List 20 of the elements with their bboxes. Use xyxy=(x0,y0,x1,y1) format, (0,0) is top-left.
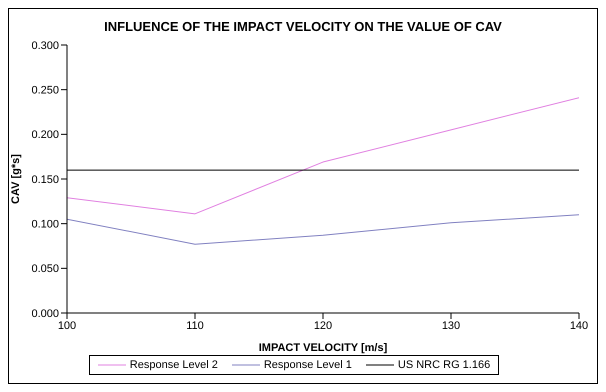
legend-label: Response Level 1 xyxy=(264,359,352,371)
x-tick-label: 100 xyxy=(58,320,76,332)
y-tick-label: 0.100 xyxy=(31,218,59,231)
y-tick-label: 0.050 xyxy=(31,263,59,276)
x-axis-title: IMPACT VELOCITY [m/s] xyxy=(258,342,388,354)
chart-title: INFLUENCE OF THE IMPACT VELOCITY ON THE VALUE OF CAV xyxy=(103,18,503,36)
x-tick-label: 140 xyxy=(570,320,588,332)
x-tick-label: 110 xyxy=(186,320,204,332)
y-tick-label: 0.200 xyxy=(31,129,59,142)
line-series xyxy=(67,97,579,214)
y-tick-label: 0.250 xyxy=(31,84,59,97)
line-series xyxy=(67,214,579,245)
y-tick-label: 0.300 xyxy=(31,40,59,52)
y-axis-title: CAV [g*s] xyxy=(10,154,22,204)
x-tick-label: 120 xyxy=(314,320,332,332)
legend-label: US NRC RG 1.166 xyxy=(398,359,490,371)
x-tick-label: 130 xyxy=(442,320,460,332)
y-tick-label: 0.000 xyxy=(31,308,59,320)
legend-label: Response Level 2 xyxy=(130,359,218,371)
y-tick-label: 0.150 xyxy=(31,174,59,186)
